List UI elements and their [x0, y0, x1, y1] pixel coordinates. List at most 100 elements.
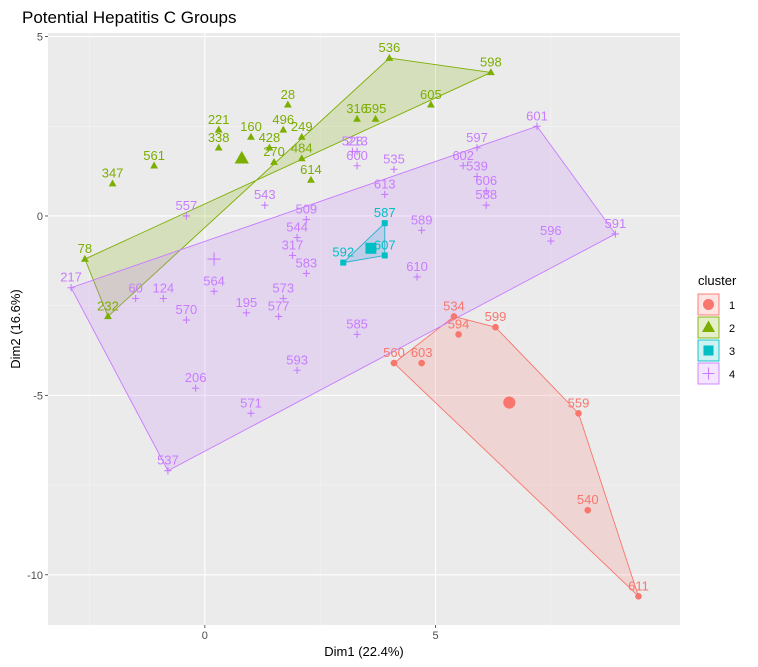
point-78	[81, 254, 89, 262]
point-573	[279, 294, 287, 303]
legend-label-1: 1	[729, 300, 735, 312]
point-570	[182, 316, 190, 324]
point-539	[473, 172, 481, 181]
point-537	[164, 467, 172, 475]
point-561	[150, 161, 159, 169]
point-label-601: 601	[526, 108, 548, 123]
point-label-217: 217	[60, 270, 82, 285]
point-428	[265, 143, 274, 151]
point-221	[214, 125, 223, 133]
point-label-540: 540	[577, 492, 599, 507]
point-60	[132, 294, 140, 303]
point-535	[390, 165, 398, 173]
point-label-591: 591	[605, 216, 627, 231]
cluster-centers	[207, 150, 516, 409]
minor-gridlines	[48, 33, 680, 625]
point-label-496: 496	[272, 112, 294, 127]
point-596	[547, 237, 555, 245]
point-232	[104, 312, 112, 320]
point-589	[418, 226, 426, 234]
y-tick-label: -5	[33, 390, 43, 402]
point-label-557: 557	[176, 198, 198, 213]
point-label-588: 588	[475, 187, 497, 202]
point-560	[390, 359, 398, 367]
point-592	[340, 259, 347, 266]
point-label-534: 534	[443, 298, 465, 313]
point-label-428: 428	[259, 130, 281, 145]
point-317	[288, 251, 297, 260]
point-label-571: 571	[240, 395, 262, 410]
point-509	[302, 215, 310, 224]
point-label-613: 613	[374, 176, 396, 191]
point-label-614: 614	[300, 162, 322, 177]
legend-symbol-4	[702, 367, 715, 380]
point-577	[275, 312, 283, 321]
point-602	[459, 162, 467, 170]
point-270	[270, 157, 278, 165]
point-605	[426, 100, 435, 108]
point-607	[381, 252, 388, 259]
point-label-610: 610	[406, 259, 428, 274]
point-587	[381, 220, 388, 227]
point-label-583: 583	[295, 255, 317, 270]
point-label-213: 213	[346, 133, 368, 148]
point-588	[482, 201, 490, 209]
point-label-599: 599	[485, 309, 507, 324]
center-cluster-3	[365, 242, 377, 254]
point-label-593: 593	[286, 352, 308, 367]
y-tick-label: -10	[27, 570, 43, 582]
point-614	[307, 175, 315, 183]
point-label-606: 606	[475, 173, 497, 188]
point-591	[611, 230, 620, 238]
point-label-592: 592	[332, 245, 354, 260]
point-label-543: 543	[254, 187, 276, 202]
point-label-602: 602	[452, 148, 474, 163]
point-606	[482, 187, 490, 195]
x-tick-label: 5	[432, 630, 438, 642]
point-label-338: 338	[208, 130, 230, 145]
point-583	[302, 269, 310, 277]
y-axis-ticks: 5 0 -5 -10	[27, 32, 48, 582]
point-label-589: 589	[411, 212, 433, 227]
center-cluster-1	[503, 396, 516, 409]
point-601	[533, 122, 541, 130]
point-label-60: 60	[128, 281, 142, 296]
point-543	[261, 201, 269, 209]
point-label-509: 509	[295, 202, 317, 217]
point-585	[353, 330, 361, 338]
hull-cluster-1	[393, 315, 639, 597]
plot-panel	[48, 33, 680, 625]
legend-symbol-1	[703, 299, 714, 310]
point-347	[108, 179, 117, 187]
legend-symbol-2	[702, 320, 715, 332]
legend: cluster 1 2 3 4	[697, 273, 737, 385]
legend-keys: 1 2 3 4	[697, 293, 735, 385]
point-label-587: 587	[374, 205, 396, 220]
point-label-249: 249	[291, 119, 313, 134]
point-label-270: 270	[263, 144, 285, 159]
point-213	[353, 147, 361, 155]
x-axis-title: Dim1 (22.4%)	[324, 644, 403, 659]
point-534	[450, 313, 458, 320]
point-160	[247, 132, 255, 140]
point-label-600: 600	[346, 148, 368, 163]
point-label-528: 528	[342, 133, 364, 148]
y-tick-label: 0	[37, 211, 43, 223]
point-label-539: 539	[466, 159, 488, 174]
point-label-221: 221	[208, 112, 230, 127]
point-label-559: 559	[568, 395, 590, 410]
point-label-544: 544	[286, 220, 308, 235]
data-points	[67, 53, 642, 600]
point-label-347: 347	[102, 166, 124, 181]
point-195	[242, 309, 250, 317]
point-595	[371, 114, 380, 122]
point-label-195: 195	[236, 295, 258, 310]
point-217	[67, 284, 75, 292]
x-tick-label: 0	[202, 630, 208, 642]
y-axis-title: Dim2 (16.6%)	[8, 289, 23, 368]
point-496	[279, 125, 288, 133]
point-598	[486, 68, 495, 76]
point-611	[635, 592, 642, 600]
